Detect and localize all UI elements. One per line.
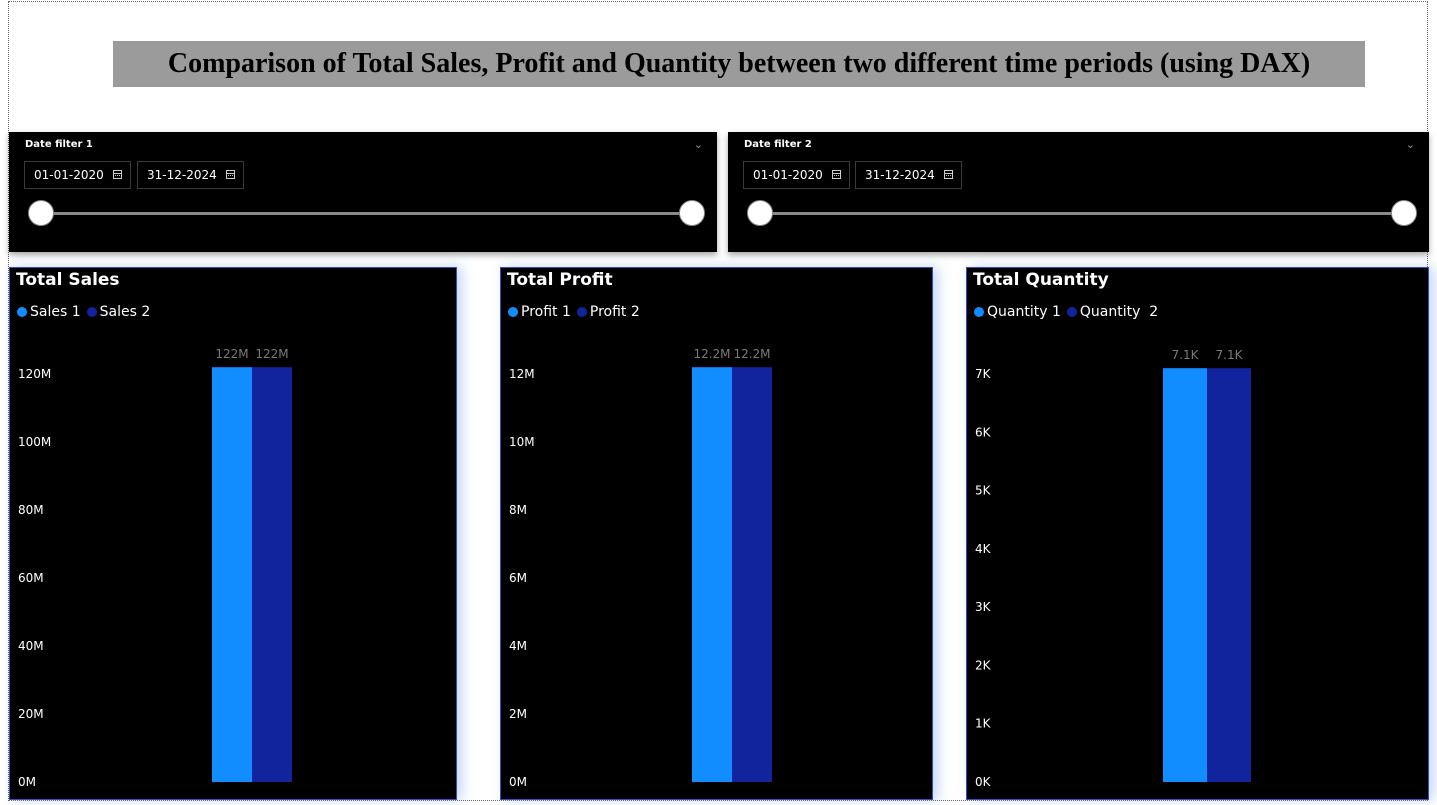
calendar-icon[interactable] [113, 170, 122, 179]
date-filter-2-start-input[interactable]: 01-01-2020 [743, 161, 850, 189]
data-label: 7.1K [1216, 348, 1244, 362]
legend-item[interactable]: Sales 2 [86, 304, 151, 320]
legend-dot-icon [974, 307, 984, 317]
date-filter-1-title: Date filter 1 [25, 139, 93, 150]
legend-item[interactable]: Profit 1 [508, 304, 571, 320]
chart-legend: Profit 1 Profit 2 [508, 304, 640, 320]
date-filter-1-end-value: 31-12-2024 [147, 168, 217, 182]
legend-label: Sales 2 [99, 304, 151, 320]
y-tick-label: 80M [18, 503, 44, 517]
date-filter-2-slicer: Date filter 2 ⌄ 01-01-2020 31-12-2024 [728, 132, 1429, 252]
chart-legend: Quantity 1 Quantity 2 [974, 304, 1158, 320]
y-tick-label: 0M [18, 775, 36, 789]
y-tick-label: 4M [509, 639, 527, 653]
legend-item[interactable]: Quantity 2 [1066, 304, 1159, 320]
date-filter-1-end-handle[interactable] [679, 200, 705, 226]
y-tick-label: 2K [975, 658, 992, 672]
y-tick-label: 4K [975, 542, 992, 556]
calendar-icon[interactable] [226, 170, 235, 179]
bar-1[interactable] [1163, 368, 1207, 782]
bar-2[interactable] [1207, 368, 1251, 782]
date-filter-2-start-value: 01-01-2020 [753, 168, 823, 182]
chart-plot: 0M 2M 4M 6M 8M 10M 12M 12.2M 12.2M [509, 347, 772, 789]
chevron-down-icon[interactable]: ⌄ [1405, 138, 1415, 151]
report-title: Comparison of Total Sales, Profit and Qu… [113, 41, 1365, 87]
chart-title: Total Profit [507, 270, 613, 290]
legend-dot-icon [576, 307, 587, 317]
legend-dot-icon [508, 307, 518, 317]
date-filter-2-title: Date filter 2 [744, 139, 812, 150]
y-tick-label: 3K [975, 600, 992, 614]
chevron-down-icon[interactable]: ⌄ [693, 138, 703, 151]
y-tick-label: 6K [975, 425, 992, 439]
y-tick-label: 20M [18, 707, 44, 721]
chart-title: Total Quantity [973, 270, 1109, 290]
legend-label: Quantity 1 [987, 304, 1061, 320]
chart-legend: Sales 1 Sales 2 [17, 304, 150, 320]
data-label: 12.2M [693, 347, 730, 361]
bar-2[interactable] [252, 367, 292, 782]
data-label: 122M [215, 347, 248, 361]
bar-1[interactable] [692, 367, 732, 782]
bar-2[interactable] [732, 367, 772, 782]
y-tick-label: 8M [509, 503, 527, 517]
y-tick-label: 120M [18, 367, 51, 381]
legend-dot-icon [17, 307, 27, 317]
y-tick-label: 1K [975, 717, 992, 731]
date-filter-2-slider-track[interactable] [760, 212, 1405, 215]
y-tick-label: 40M [18, 639, 44, 653]
y-tick-label: 5K [975, 484, 992, 498]
date-filter-2-end-value: 31-12-2024 [865, 168, 935, 182]
chart-plot: 0M 20M 40M 60M 80M 100M 120M 122M 122M [18, 347, 292, 789]
legend-label: Quantity 2 [1079, 304, 1159, 320]
legend-dot-icon [1066, 307, 1077, 317]
data-label: 122M [255, 347, 288, 361]
legend-item[interactable]: Profit 2 [576, 304, 640, 320]
legend-label: Profit 1 [521, 304, 571, 320]
y-tick-label: 7K [975, 367, 992, 381]
total-sales-chart[interactable]: Total Sales Sales 1 Sales 2 0M 20M 40M 60M 8… [9, 267, 457, 800]
legend-dot-icon [86, 307, 97, 317]
y-tick-label: 60M [18, 571, 44, 585]
chart-plot: 0K 1K 2K 3K 4K 5K 6K 7K 7.1K 7.1K [975, 348, 1251, 789]
y-tick-label: 0M [509, 775, 527, 789]
data-label: 7.1K [1172, 348, 1200, 362]
legend-label: Sales 1 [30, 304, 81, 320]
bar-1[interactable] [212, 367, 252, 782]
y-tick-label: 100M [18, 435, 51, 449]
date-filter-1-slider-track[interactable] [41, 212, 693, 215]
data-label: 12.2M [733, 347, 770, 361]
date-filter-2-start-handle[interactable] [747, 200, 773, 226]
y-tick-label: 12M [509, 367, 535, 381]
date-filter-1-start-input[interactable]: 01-01-2020 [24, 161, 131, 189]
chart-title: Total Sales [16, 270, 120, 290]
legend-item[interactable]: Sales 1 [17, 304, 81, 320]
total-profit-chart[interactable]: Total Profit Profit 1 Profit 2 0M 2M 4M 6M 8… [500, 267, 933, 800]
calendar-icon[interactable] [832, 170, 841, 179]
legend-label: Profit 2 [589, 304, 640, 320]
date-filter-1-start-value: 01-01-2020 [34, 168, 104, 182]
y-tick-label: 6M [509, 571, 527, 585]
total-quantity-chart[interactable]: Total Quantity Quantity 1 Quantity 2 0K 1… [966, 267, 1429, 800]
date-filter-1-end-input[interactable]: 31-12-2024 [137, 161, 244, 189]
date-filter-1-slicer: Date filter 1 ⌄ 01-01-2020 31-12-2024 [9, 132, 717, 252]
y-tick-label: 10M [509, 435, 535, 449]
legend-item[interactable]: Quantity 1 [974, 304, 1061, 320]
calendar-icon[interactable] [944, 170, 953, 179]
y-tick-label: 0K [975, 775, 992, 789]
date-filter-2-end-input[interactable]: 31-12-2024 [855, 161, 962, 189]
date-filter-1-start-handle[interactable] [28, 200, 54, 226]
date-filter-2-end-handle[interactable] [1391, 200, 1417, 226]
y-tick-label: 2M [509, 707, 527, 721]
